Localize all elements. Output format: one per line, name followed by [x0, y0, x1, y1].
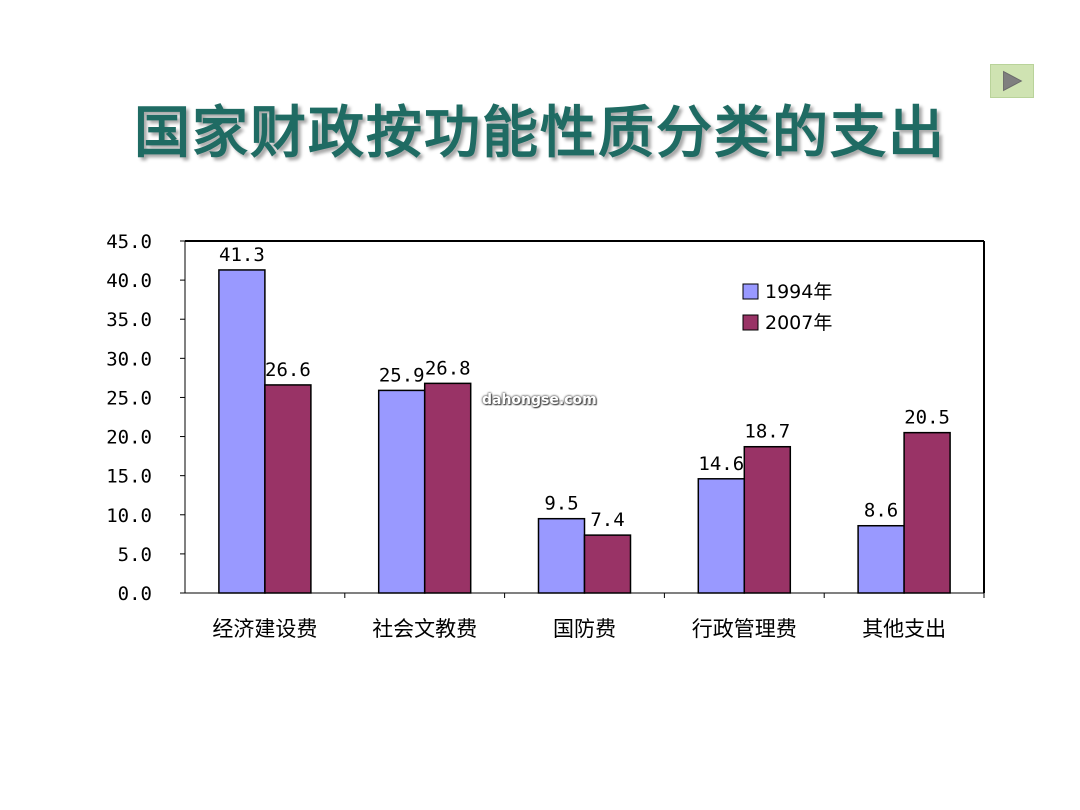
legend-label: 2007年: [765, 312, 832, 334]
x-category-label: 经济建设费: [212, 617, 317, 641]
data-label: 25.9: [379, 364, 425, 386]
legend-swatch: [742, 283, 759, 300]
y-tick-label: 20.0: [106, 427, 152, 449]
y-tick-label: 5.0: [118, 544, 152, 566]
y-tick-label: 35.0: [106, 309, 152, 331]
data-label: 26.8: [425, 357, 471, 379]
y-tick-label: 30.0: [106, 348, 152, 370]
bar-chart-panel: 0.0 5.0 10.0 15.0 20.0 25.0 30.0 35.0 40.0 45.0 经济…: [82, 208, 1004, 666]
data-label: 7.4: [590, 509, 624, 531]
data-label: 18.7: [744, 421, 790, 443]
bar-1994: [857, 524, 905, 594]
data-label: 14.6: [698, 453, 744, 475]
y-tick-label: 10.0: [106, 505, 152, 527]
play-triangle-icon: [1003, 70, 1023, 92]
y-tick-label: 0.0: [118, 583, 152, 605]
bar-2007: [903, 431, 951, 594]
legend-label: 1994年: [765, 281, 832, 303]
bar-1994: [697, 478, 746, 594]
bar-1994: [537, 517, 586, 594]
x-category-label: 行政管理费: [692, 617, 797, 641]
slide-title: 国家财政按功能性质分类的支出: [134, 101, 946, 166]
data-label: 41.3: [219, 244, 265, 266]
next-slide-button[interactable]: [990, 64, 1034, 98]
x-category-label: 其他支出: [862, 617, 946, 641]
bar-2007: [743, 445, 792, 594]
y-tick-label: 40.0: [106, 270, 152, 292]
legend-swatch: [742, 314, 759, 331]
bar-2007: [423, 382, 472, 594]
y-tick-label: 25.0: [106, 387, 152, 409]
data-label: 26.6: [265, 359, 311, 381]
bar-1994: [377, 389, 426, 594]
y-tick-label: 45.0: [106, 231, 152, 253]
bar-1994: [218, 269, 266, 594]
y-tick-label: 15.0: [106, 466, 152, 488]
data-label: 9.5: [544, 493, 578, 515]
data-label: 20.5: [904, 407, 950, 429]
x-category-label: 社会文教费: [372, 617, 477, 641]
bar-2007: [583, 534, 632, 594]
x-category-label: 国防费: [553, 617, 616, 641]
watermark: dahongse.com: [482, 392, 597, 408]
bar-chart: 0.0 5.0 10.0 15.0 20.0 25.0 30.0 35.0 40.0 45.0 经济…: [106, 231, 985, 641]
bar-2007: [264, 384, 312, 594]
data-label: 8.6: [864, 500, 898, 522]
